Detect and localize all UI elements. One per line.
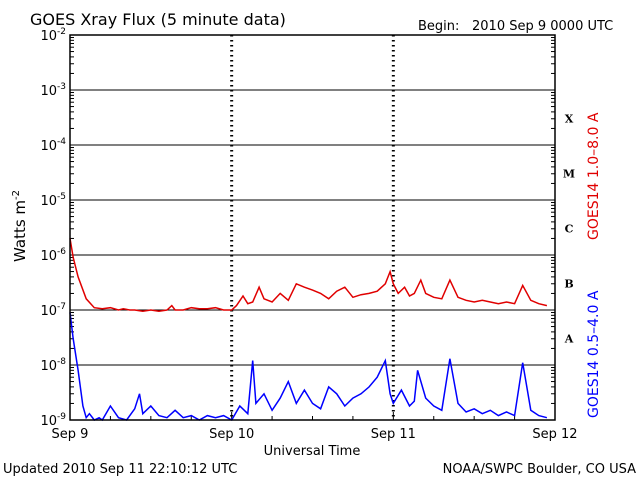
y-tick-label: 10-3: [40, 82, 66, 99]
y-tick-label: 10-9: [40, 412, 66, 429]
plot-frame: [69, 34, 556, 421]
flare-class-label: C: [565, 223, 574, 236]
chart-grid: [69, 35, 556, 420]
x-tick-label: Sep 9: [52, 427, 89, 442]
y-axis-label: Watts m-2: [11, 190, 29, 262]
y-tick-label: 10-8: [40, 357, 66, 374]
series-long-channel: [69, 238, 548, 312]
y-tick-label: 10-6: [40, 247, 66, 264]
flare-class-labels: X M C B A: [563, 113, 575, 346]
x-tick-labels: Sep 9 Sep 10 Sep 11 Sep 12: [52, 427, 578, 442]
y-tick-label: 10-5: [40, 192, 66, 209]
chart-title: GOES Xray Flux (5 minute data): [30, 10, 286, 29]
begin-value: 2010 Sep 9 0000 UTC: [472, 19, 613, 34]
x-tick-label: Sep 10: [209, 427, 254, 442]
begin-label: Begin:: [418, 19, 459, 34]
y-tick-label: 10-4: [40, 137, 66, 154]
x-tick-label: Sep 12: [532, 427, 577, 442]
updated-timestamp: Updated 2010 Sep 11 22:10:12 UTC: [3, 462, 237, 477]
credit-text: NOAA/SWPC Boulder, CO USA: [443, 462, 636, 477]
legend-short-channel: GOES14 0.5–4.0 A: [586, 290, 602, 418]
flare-class-label: X: [565, 113, 574, 126]
y-tick-label: 10-7: [40, 302, 66, 319]
flare-class-label: B: [564, 278, 573, 291]
data-series: [69, 238, 548, 422]
y-tick-labels: 10-2 10-3 10-4 10-5 10-6 10-7 10-8 10-9: [40, 27, 66, 429]
flare-class-label: M: [563, 168, 575, 181]
series-short-channel: [69, 312, 548, 422]
flare-class-label: A: [564, 333, 574, 346]
legend-long-channel: GOES14 1.0–8.0 A: [586, 112, 602, 240]
y-tick-label: 10-2: [40, 27, 66, 44]
x-axis-label: Universal Time: [264, 444, 361, 459]
x-tick-label: Sep 11: [371, 427, 416, 442]
